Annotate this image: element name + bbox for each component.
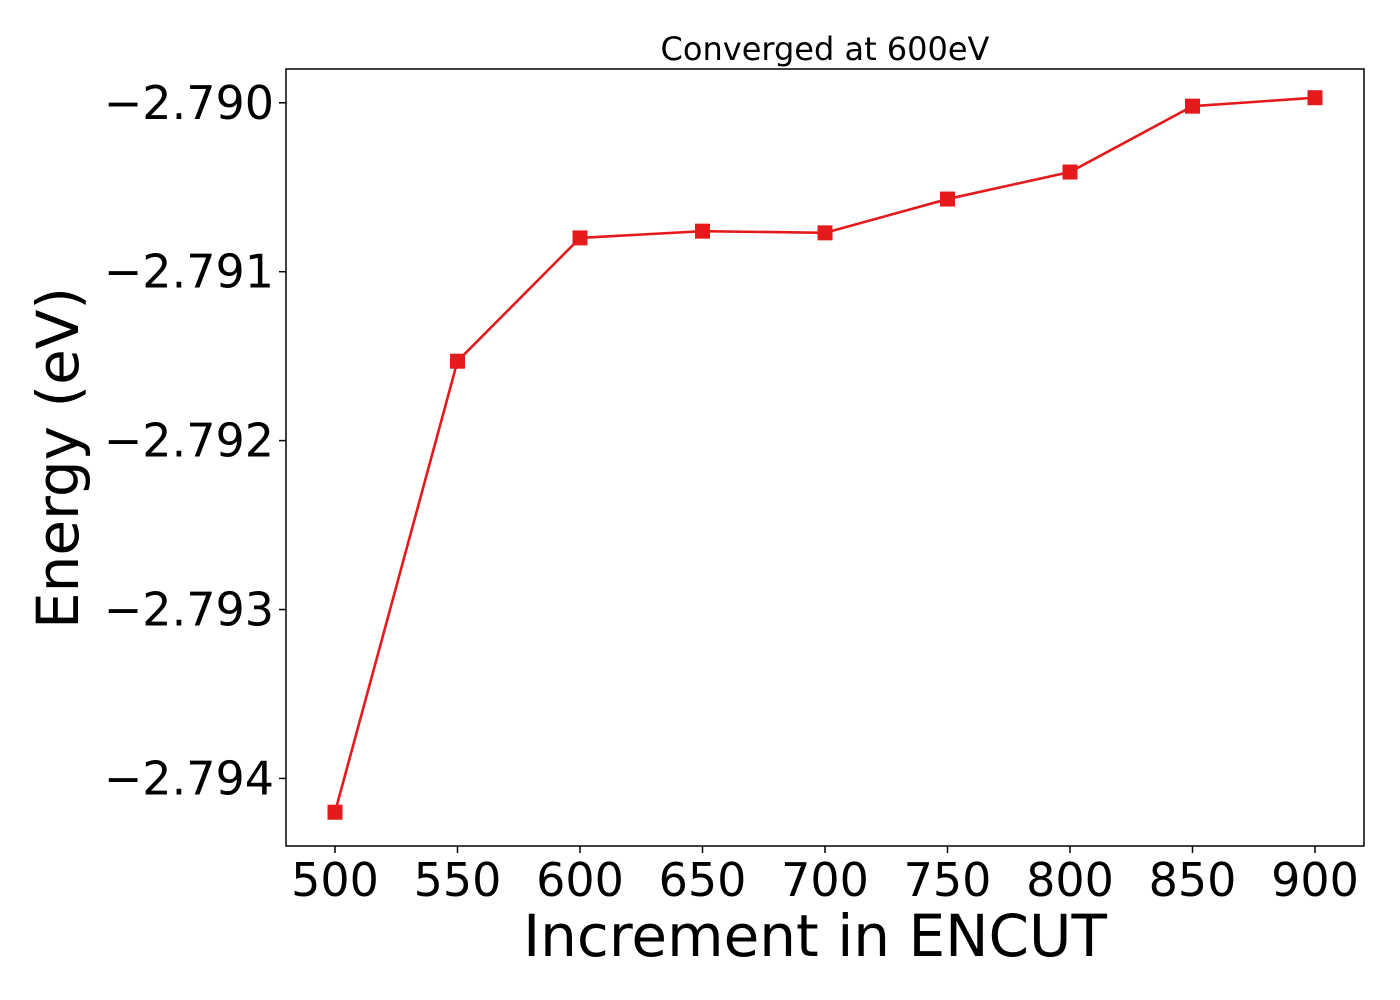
y-tick-label: −2.794 <box>104 751 274 805</box>
plot-area <box>285 68 1365 847</box>
x-tick-label: 750 <box>904 853 992 907</box>
x-tick-label: 500 <box>291 853 379 907</box>
x-tick-label: 800 <box>1026 853 1114 907</box>
data-point <box>450 353 465 369</box>
x-tick-label: 600 <box>536 853 624 907</box>
x-axis: 500 550 600 650 700 750 800 850 900 <box>291 846 1359 907</box>
data-point <box>1307 90 1323 106</box>
chart-title: Converged at 600eV <box>661 30 990 68</box>
data-point <box>1185 98 1200 114</box>
x-tick-label: 650 <box>659 853 747 907</box>
y-axis: −2.794 −2.793 −2.792 −2.791 −2.790 <box>104 76 286 805</box>
x-tick-label: 550 <box>414 853 502 907</box>
y-tick-label: −2.791 <box>104 245 274 299</box>
y-tick-label: −2.793 <box>104 583 274 637</box>
x-tick-label: 900 <box>1271 853 1359 907</box>
x-axis-title: Increment in ENCUT <box>523 902 1107 970</box>
data-point <box>695 223 710 239</box>
series-layer <box>327 90 1323 820</box>
data-point <box>940 191 955 207</box>
x-tick-label: 850 <box>1149 853 1237 907</box>
data-point <box>1062 164 1078 180</box>
y-tick-label: −2.790 <box>104 76 274 130</box>
data-point <box>572 230 588 246</box>
series-line <box>333 96 1316 813</box>
x-tick-label: 700 <box>781 853 869 907</box>
data-point <box>817 225 833 241</box>
y-tick-label: −2.792 <box>104 414 274 468</box>
y-axis-title: Energy (eV) <box>24 287 92 629</box>
data-point <box>327 804 343 820</box>
